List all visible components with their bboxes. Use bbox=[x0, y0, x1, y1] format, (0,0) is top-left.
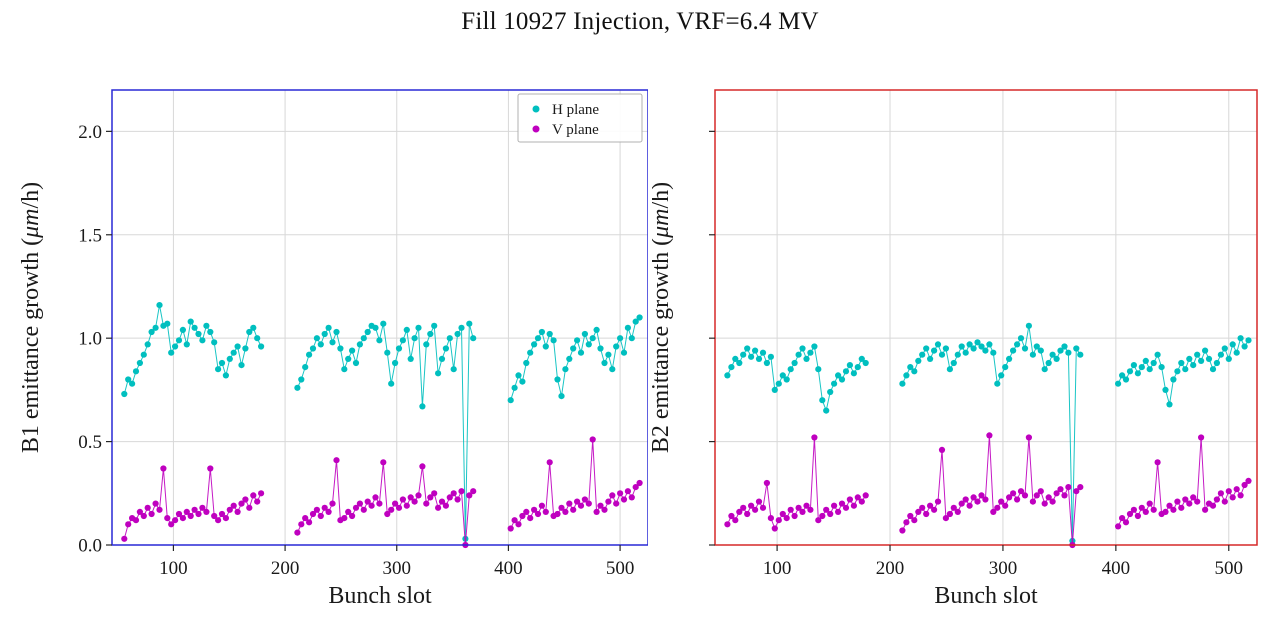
y-axis-label: B2 emittance growth (μm/h) bbox=[652, 182, 674, 453]
x-tick-label: 300 bbox=[383, 558, 412, 579]
axes-spine bbox=[714, 89, 1258, 546]
axes-spine bbox=[111, 89, 648, 546]
plot-panel-b1: 100 200 300 400 500 0.0 0.5 1.0 1.5 2.0 Bunch slot… bbox=[8, 70, 648, 630]
v-plane-series bbox=[724, 432, 1252, 549]
x-tick-label: 200 bbox=[876, 558, 905, 579]
figure-title: Fill 10927 Injection, VRF=6.4 MV bbox=[461, 8, 819, 35]
b2-emittance-chart: 100 200 300 400 500 Bunch slot B2 emittance gr… bbox=[652, 89, 1258, 609]
x-tick-label: 300 bbox=[989, 558, 1018, 579]
legend: H plane V plane bbox=[517, 93, 643, 143]
x-tick-label: 400 bbox=[494, 558, 523, 579]
axis-ticks: 100 200 300 400 500 0.0 0.5 1.0 1.5 2.0 bbox=[78, 122, 634, 579]
plot-panel-b2: 100 200 300 400 500 Bunch slot B2 emittance gr… bbox=[652, 70, 1280, 630]
x-tick-label: 100 bbox=[159, 558, 188, 579]
x-axis-label: Bunch slot bbox=[328, 583, 432, 609]
x-axis-label: Bunch slot bbox=[934, 583, 1038, 609]
legend-h-plane-marker bbox=[532, 105, 540, 113]
y-axis-label: B1 emittance growth (μm/h) bbox=[18, 182, 44, 453]
x-tick-label: 400 bbox=[1102, 558, 1131, 579]
x-tick-label: 500 bbox=[606, 558, 635, 579]
h-plane-series bbox=[724, 322, 1252, 544]
y-tick-label: 0.0 bbox=[78, 536, 102, 557]
y-tick-label: 1.0 bbox=[78, 329, 102, 350]
legend-v-plane-label: V plane bbox=[552, 122, 599, 138]
legend-h-plane-label: H plane bbox=[552, 102, 599, 118]
y-tick-label: 1.5 bbox=[78, 225, 102, 246]
grid-lines bbox=[715, 90, 1257, 546]
axis-ticks: 100 200 300 400 500 bbox=[709, 130, 1244, 579]
y-tick-label: 0.5 bbox=[78, 432, 102, 453]
x-tick-label: 200 bbox=[271, 558, 300, 579]
grid-lines bbox=[112, 90, 648, 546]
v-plane-series bbox=[121, 436, 643, 549]
x-tick-label: 500 bbox=[1215, 558, 1244, 579]
y-tick-label: 2.0 bbox=[78, 122, 102, 143]
legend-v-plane-marker bbox=[532, 125, 540, 133]
x-tick-label: 100 bbox=[763, 558, 792, 579]
b1-emittance-chart: 100 200 300 400 500 0.0 0.5 1.0 1.5 2.0 Bunch slot… bbox=[18, 89, 648, 609]
h-plane-series bbox=[121, 302, 643, 542]
